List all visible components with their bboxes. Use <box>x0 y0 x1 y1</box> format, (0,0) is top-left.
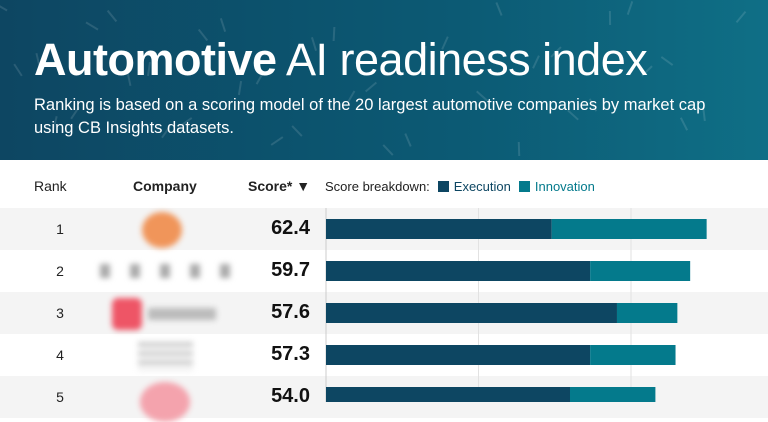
score-value: 59.7 <box>271 259 310 281</box>
company-column-header: Company <box>133 178 197 194</box>
bar-execution <box>326 219 552 239</box>
stacked-bar-chart <box>325 208 707 402</box>
bar-innovation <box>551 219 707 239</box>
bar-innovation <box>570 387 656 402</box>
score-column-header[interactable]: Score* ▼ <box>248 178 311 194</box>
rank-value: 1 <box>56 221 64 237</box>
rank-column-header: Rank <box>34 178 67 194</box>
company-logo <box>100 264 235 278</box>
bar-innovation <box>616 303 678 323</box>
page-title: Automotive AI readiness index <box>34 34 648 85</box>
legend-swatch-execution <box>437 181 449 192</box>
company-logo <box>138 342 193 370</box>
table-row: 2 59.7 <box>0 250 768 292</box>
company-logo <box>112 298 142 330</box>
legend-label-innovation: Innovation <box>534 179 595 194</box>
score-value: 62.4 <box>271 217 310 239</box>
page-subtitle: Ranking is based on a scoring model of t… <box>34 96 706 137</box>
score-value: 57.3 <box>271 343 310 365</box>
bar-execution <box>326 261 591 281</box>
header-banner: Automotive AI readiness index Ranking is… <box>0 0 768 160</box>
rank-value: 4 <box>56 347 64 363</box>
company-logo <box>142 212 182 248</box>
rank-value: 3 <box>56 305 64 321</box>
legend-label-execution: Execution <box>453 179 511 194</box>
table-row: 4 57.3 <box>0 334 768 376</box>
legend-title: Score breakdown: <box>325 179 430 194</box>
bar-execution <box>326 303 617 323</box>
bar-innovation <box>590 261 691 281</box>
rank-value: 2 <box>56 263 64 279</box>
bar-innovation <box>590 345 676 365</box>
rank-value: 5 <box>56 389 64 405</box>
bar-execution <box>326 387 570 402</box>
score-value: 57.6 <box>271 301 310 323</box>
bar-execution <box>326 345 591 365</box>
legend: Score breakdown: Execution Innovation <box>325 179 595 194</box>
legend-swatch-innovation <box>518 181 530 192</box>
company-logo-text <box>148 308 216 320</box>
